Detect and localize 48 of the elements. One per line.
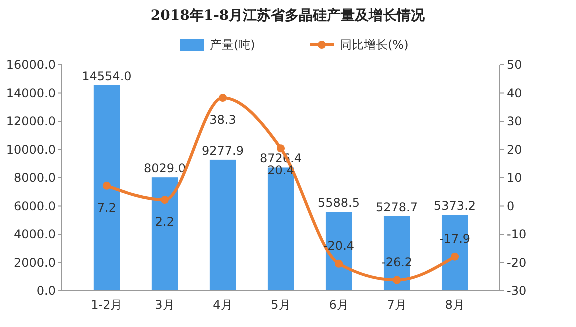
data-label: 5588.5 [318, 196, 360, 210]
bar [152, 178, 178, 291]
y-tick-label: 14000.0 [6, 86, 56, 100]
legend-label: 同比增长(%) [340, 38, 409, 52]
x-tick-label: 6月 [329, 298, 349, 312]
x-tick-label: 4月 [213, 298, 233, 312]
data-label: 9277.9 [202, 144, 244, 158]
data-label: 2.2 [155, 215, 175, 230]
y2-tick-label: -10 [507, 228, 527, 242]
point [277, 144, 285, 153]
y2-tick-label: 40 [507, 86, 522, 100]
data-label: 5278.7 [376, 200, 418, 214]
bar [94, 85, 120, 291]
y-tick-label: 6000.0 [14, 199, 56, 214]
y2-tick-label: 0 [507, 199, 515, 214]
y2-tick-label: 50 [507, 58, 522, 72]
x-tick-label: 1-2月 [91, 298, 123, 312]
y-tick-label: 12000.0 [6, 114, 56, 128]
point [451, 252, 460, 261]
y-tick-label: 0.0 [36, 284, 56, 298]
y-tick-label: 2000.0 [14, 256, 56, 270]
point [393, 276, 402, 284]
x-tick-label: 7月 [387, 298, 407, 312]
point [160, 196, 169, 204]
chart-title: 2018年1-8月江苏省多晶硅产量及增长情况 [150, 7, 426, 24]
y2-tick-label: 10 [507, 171, 522, 185]
y2-tick-label: 30 [507, 114, 522, 128]
point [102, 182, 111, 190]
bar [210, 160, 236, 291]
data-label: 14554.0 [82, 69, 132, 84]
data-label: 7.2 [97, 200, 117, 215]
y-tick-label: 4000.0 [14, 228, 56, 242]
legend-label: 产量(吨) [210, 38, 256, 52]
y2-tick-label: -30 [507, 284, 527, 298]
y2-tick-label: 20 [507, 142, 522, 157]
point [335, 260, 344, 268]
bar [268, 168, 294, 291]
data-label: 38.3 [210, 113, 236, 128]
data-label: 5373.2 [434, 199, 476, 214]
y-tick-label: 8000.0 [14, 171, 56, 185]
x-tick-label: 3月 [155, 298, 175, 312]
point [218, 94, 227, 102]
data-label: 8029.0 [144, 162, 186, 176]
y-tick-label: 10000.0 [6, 142, 56, 157]
y-tick-label: 16000.0 [6, 58, 56, 72]
x-tick-label: 5月 [271, 298, 291, 312]
y2-tick-label: -20 [507, 256, 527, 270]
x-tick-label: 8月 [445, 298, 465, 312]
